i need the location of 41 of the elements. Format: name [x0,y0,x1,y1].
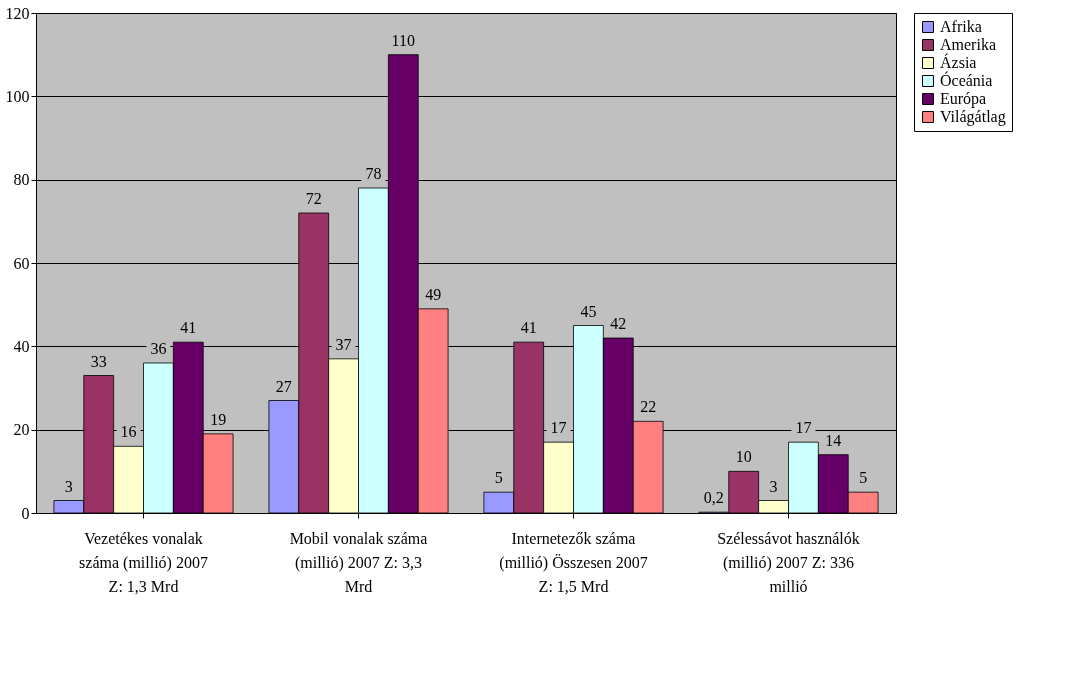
data-label: 19 [210,410,227,428]
data-label: 5 [494,469,503,487]
data-label: 3 [64,477,73,495]
legend-label: Európa [940,90,987,108]
x-tick-label: Szélessávot használók (millió) 2007 Z: 336 millió [717,529,860,595]
data-label: 16 [120,423,137,441]
y-tick-label: 80 [13,171,30,189]
data-label: 3 [769,477,778,495]
data-label: 78 [365,165,382,182]
data-label: 22 [640,398,657,416]
data-label: 14 [825,431,842,449]
y-tick-label: 40 [13,337,30,355]
data-label: 10 [735,448,752,466]
data-label: 42 [610,315,627,332]
x-tick-label: Mobil vonalak száma (millió) 2007 Z: 3,3 Mrd [289,529,428,595]
y-tick-label: 20 [13,421,30,439]
y-tick-label: 100 [5,87,30,105]
x-tick-label: Vezetékes vonalak száma (millió) 2007 Z: 1,3 Mrd [79,529,208,595]
y-tick-label: 60 [13,254,30,272]
x-tick-label: Internetezők száma (millió) Összesen 2007 Z: 1,5 Mrd [499,529,648,595]
data-label: 5 [859,469,868,487]
data-label: 110 [391,31,415,49]
data-label: 17 [795,419,812,437]
data-label: 41 [180,319,197,337]
data-label: 36 [150,340,167,357]
data-label: 72 [305,190,322,207]
legend-label: Amerika [940,36,996,53]
data-label: 33 [90,352,107,370]
data-label: 41 [520,319,537,337]
y-tick-label: 0 [21,504,30,522]
data-label: 17 [550,419,567,437]
legend-label: Afrika [940,18,982,35]
data-label: 45 [580,302,597,320]
y-tick-label: 120 [5,4,30,22]
legend-label: Világátlag [940,108,1006,126]
data-label: 49 [425,285,442,303]
legend-label: Óceánia [940,71,993,89]
data-label: 37 [335,335,352,353]
data-label: 0,2 [703,489,724,507]
data-label: 27 [275,377,292,395]
legend-label: Ázsia [940,53,977,71]
